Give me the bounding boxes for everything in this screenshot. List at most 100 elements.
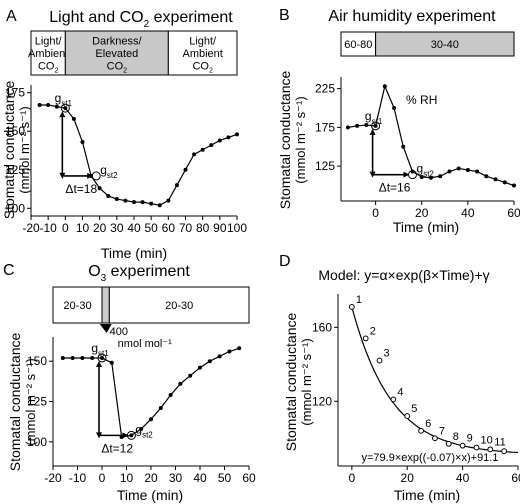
panel-title-main: O	[88, 263, 100, 280]
data-point	[149, 201, 154, 206]
band-label: Light/	[189, 36, 217, 48]
y-axis-title: Stomatal conductance	[1, 81, 17, 220]
data-point	[209, 143, 214, 148]
data-point	[129, 433, 134, 438]
point-label: 8	[453, 431, 459, 443]
arrowhead	[369, 128, 376, 135]
condition-band	[375, 31, 515, 57]
point-label: 6	[425, 418, 431, 430]
gst1-marker	[97, 353, 107, 363]
data-point	[456, 166, 461, 171]
y-tick-label: 225	[315, 82, 335, 96]
panel-title-sub: 2	[144, 19, 150, 30]
panel-title: O3 experiment	[88, 263, 190, 284]
x-tick-label: 0	[62, 221, 69, 235]
data-point	[46, 103, 51, 108]
y-axis-units: (mmol m⁻² s⁻¹)	[293, 96, 308, 183]
data-point	[37, 103, 42, 108]
data-point	[114, 197, 119, 202]
data-point	[428, 175, 433, 180]
x-axis-label: Time (min)	[101, 245, 167, 261]
gst2-label: gst2	[135, 422, 153, 439]
arrowhead	[96, 360, 102, 367]
pulse-units: nmol mol⁻¹	[118, 338, 172, 350]
gst2-label-main: g	[100, 163, 107, 177]
condition-band	[101, 286, 110, 324]
data-point	[348, 304, 355, 310]
condition-band	[108, 286, 250, 324]
x-tick-label: -10	[69, 471, 87, 485]
data-point	[392, 106, 397, 110]
x-tick-label: 80	[196, 221, 210, 235]
data-point	[97, 186, 102, 191]
point-label: 5	[411, 403, 417, 415]
band-label: Ambient	[182, 48, 222, 60]
data-point	[376, 357, 383, 364]
data-point	[54, 104, 59, 109]
point-label: 10	[480, 435, 492, 447]
arrowhead	[122, 432, 129, 439]
band-label: Darkness/	[92, 36, 142, 48]
y-axis-label: Stomatal conductance (mmol m⁻² s⁻¹)	[283, 313, 314, 452]
panel-letter: B	[279, 7, 290, 24]
condition-band	[167, 30, 238, 76]
data-point	[404, 413, 411, 419]
band-label: 60-80	[344, 39, 372, 51]
data-point	[226, 135, 231, 140]
gst2-label-sub: st2	[107, 171, 118, 180]
band-label: 20-30	[63, 300, 91, 312]
y-axis-title: Stomatal conductance	[7, 333, 23, 472]
y-tick-label: 100	[5, 201, 25, 215]
gst1-label: gst1	[365, 109, 383, 126]
x-tick-label: 30	[110, 221, 124, 235]
x-tick-label: 60	[507, 206, 520, 220]
band-label-sub: 2	[123, 68, 127, 75]
data-point	[432, 435, 438, 442]
data-point	[217, 354, 222, 359]
point-label: 3	[384, 348, 390, 360]
x-axis-label: Time (min)	[394, 487, 460, 503]
data-point	[373, 123, 378, 128]
y-axis-label: Stomatal conductance (mmol m⁻² s⁻¹)	[1, 81, 32, 220]
x-tick-label: 0	[349, 471, 356, 485]
data-point	[198, 365, 202, 370]
data-point	[438, 174, 443, 179]
panel-b: B Air humidity experiment 60-80 30-40 0 20 40 6…	[277, 7, 520, 235]
point-label: 7	[439, 425, 445, 437]
point-label: 1	[356, 294, 362, 306]
band-label-sub: 2	[54, 68, 58, 75]
band-label-sub: 2	[209, 68, 213, 75]
gst2-marker	[91, 171, 101, 181]
data-point	[109, 360, 114, 365]
x-tick-label: 20	[415, 206, 429, 220]
data-point	[158, 405, 163, 410]
y-axis-units: (mmol m⁻² s⁻¹)	[299, 338, 314, 425]
x-tick-label: 40	[193, 471, 207, 485]
data-point	[174, 183, 179, 188]
data-point	[465, 168, 470, 172]
data-point	[345, 125, 350, 130]
data-point	[106, 193, 111, 198]
y-axis-title: Stomatal conductance	[277, 71, 293, 210]
point-label: 9	[467, 433, 473, 445]
x-axis-label: Time (min)	[117, 487, 183, 503]
data-point	[235, 132, 239, 137]
data-point	[355, 123, 360, 128]
gst2-label-main: g	[135, 422, 142, 436]
band-label-main: CO	[192, 61, 209, 73]
data-point	[445, 440, 452, 447]
condition-band	[52, 286, 103, 324]
x-tick-label: 60	[511, 471, 520, 485]
data-point	[63, 106, 68, 111]
x-tick-label: 20	[144, 471, 158, 485]
x-tick-label: -20	[22, 221, 40, 235]
data-point	[447, 169, 452, 174]
x-tick-label: 50	[144, 221, 158, 235]
x-tick-label: 0	[99, 471, 106, 485]
data-point	[401, 144, 406, 149]
data-point	[473, 444, 480, 451]
y-tick-label: 100	[27, 435, 47, 449]
panel-title-main: Light and CO	[49, 9, 143, 26]
band-label: CO2	[107, 61, 128, 75]
